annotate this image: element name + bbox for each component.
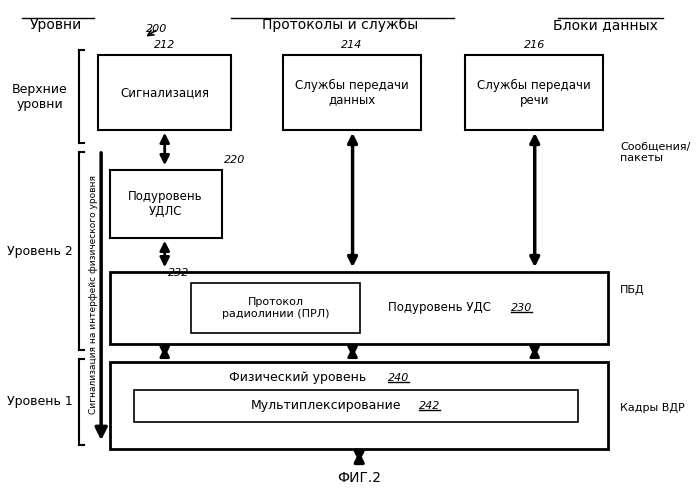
Text: Физический уровень: Физический уровень	[229, 372, 366, 384]
Text: Службы передачи
речи: Службы передачи речи	[477, 79, 591, 107]
Bar	[134, 390, 578, 422]
Text: 214: 214	[341, 40, 363, 50]
Text: 216: 216	[524, 40, 545, 50]
Text: ПБД: ПБД	[620, 285, 644, 295]
Text: Мультиплексирование: Мультиплексирование	[251, 400, 401, 412]
Text: Уровни: Уровни	[29, 18, 82, 32]
Text: Службы передачи
данных: Службы передачи данных	[295, 79, 409, 107]
Text: Сигнализация: Сигнализация	[120, 86, 209, 99]
Text: Подуровень УДС: Подуровень УДС	[389, 301, 491, 315]
Text: Уровень 2: Уровень 2	[6, 245, 73, 257]
Bar	[110, 362, 607, 449]
Text: Сообщения/
пакеты: Сообщения/ пакеты	[620, 141, 691, 163]
Text: 230: 230	[511, 303, 533, 313]
Text: Кадры ВДР: Кадры ВДР	[620, 403, 685, 413]
Text: Протокол
радиолинии (ПРЛ): Протокол радиолинии (ПРЛ)	[222, 297, 329, 319]
Text: Сигнализация на интерфейс физического уровня: Сигнализация на интерфейс физического ур…	[89, 175, 98, 414]
Text: Подуровень
УДЛС: Подуровень УДЛС	[129, 190, 203, 218]
Bar	[110, 272, 607, 344]
Text: Верхние
уровни: Верхние уровни	[12, 82, 67, 110]
Text: 220: 220	[224, 155, 245, 165]
Text: ФИГ.2: ФИГ.2	[337, 471, 381, 485]
Text: 242: 242	[419, 401, 440, 411]
Bar	[466, 55, 603, 130]
Text: 240: 240	[388, 373, 409, 383]
Text: Уровень 1: Уровень 1	[6, 395, 73, 409]
Text: Протоколы и службы: Протоколы и службы	[262, 18, 419, 32]
Bar	[283, 55, 421, 130]
Text: 212: 212	[154, 40, 175, 50]
Text: 232: 232	[168, 268, 189, 278]
Bar	[99, 55, 231, 130]
Text: Блоки данных: Блоки данных	[554, 18, 658, 32]
Bar	[192, 283, 360, 333]
Bar	[110, 170, 222, 238]
Text: 200: 200	[145, 24, 167, 34]
